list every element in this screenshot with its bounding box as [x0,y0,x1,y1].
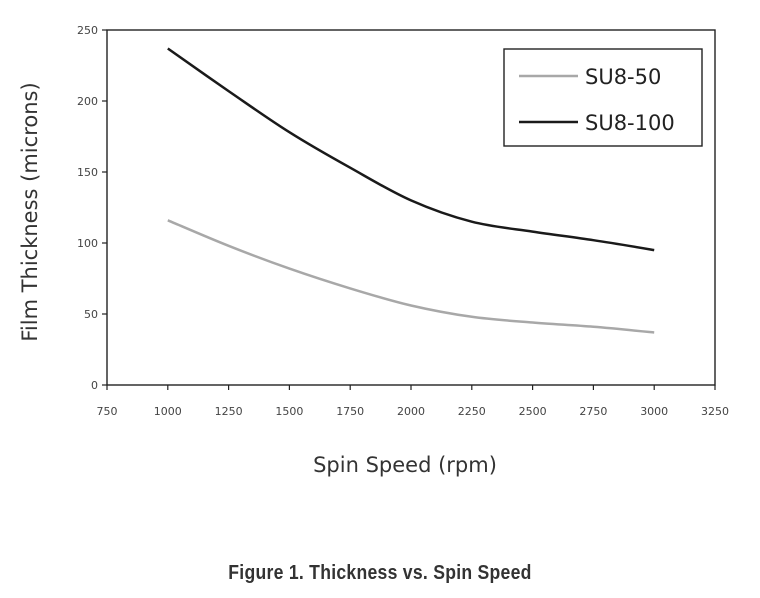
y-axis: 0 50 100 150 200 250 [77,24,107,392]
y-tick-label: 100 [77,237,98,250]
y-tick-label: 0 [91,379,98,392]
x-axis: 750 1000 1250 1500 1750 2000 2250 2500 2750 3000 3… [97,385,729,418]
legend-label-su8-100: SU8-100 [585,111,675,135]
x-tick-label: 750 [97,405,118,418]
legend-label-su8-50: SU8-50 [585,65,661,89]
x-tick-label: 1250 [215,405,243,418]
y-tick-label: 150 [77,166,98,179]
y-tick-label: 250 [77,24,98,37]
series-lines [167,47,655,334]
y-tick-label: 200 [77,95,98,108]
x-tick-label: 1500 [275,405,303,418]
line-chart: 750 1000 1250 1500 1750 2000 2250 2500 2750 3000 3… [18,24,729,477]
y-axis-title: Film Thickness (microns) [18,82,42,341]
legend: SU8-50 SU8-100 [503,48,703,147]
x-tick-label: 2250 [458,405,486,418]
x-tick-label: 1750 [336,405,364,418]
legend-box [503,48,703,147]
y-tick-label: 50 [84,308,98,321]
x-tick-label: 1000 [154,405,182,418]
x-tick-label: 3000 [640,405,668,418]
x-tick-label: 2500 [519,405,547,418]
series-line-su8-100 [167,47,655,252]
x-tick-label: 3250 [701,405,729,418]
series-line-su8-50 [167,219,655,334]
figure-caption: Figure 1. Thickness vs. Spin Speed [228,562,532,584]
x-axis-title: Spin Speed (rpm) [313,453,497,477]
x-tick-label: 2750 [579,405,607,418]
x-tick-label: 2000 [397,405,425,418]
